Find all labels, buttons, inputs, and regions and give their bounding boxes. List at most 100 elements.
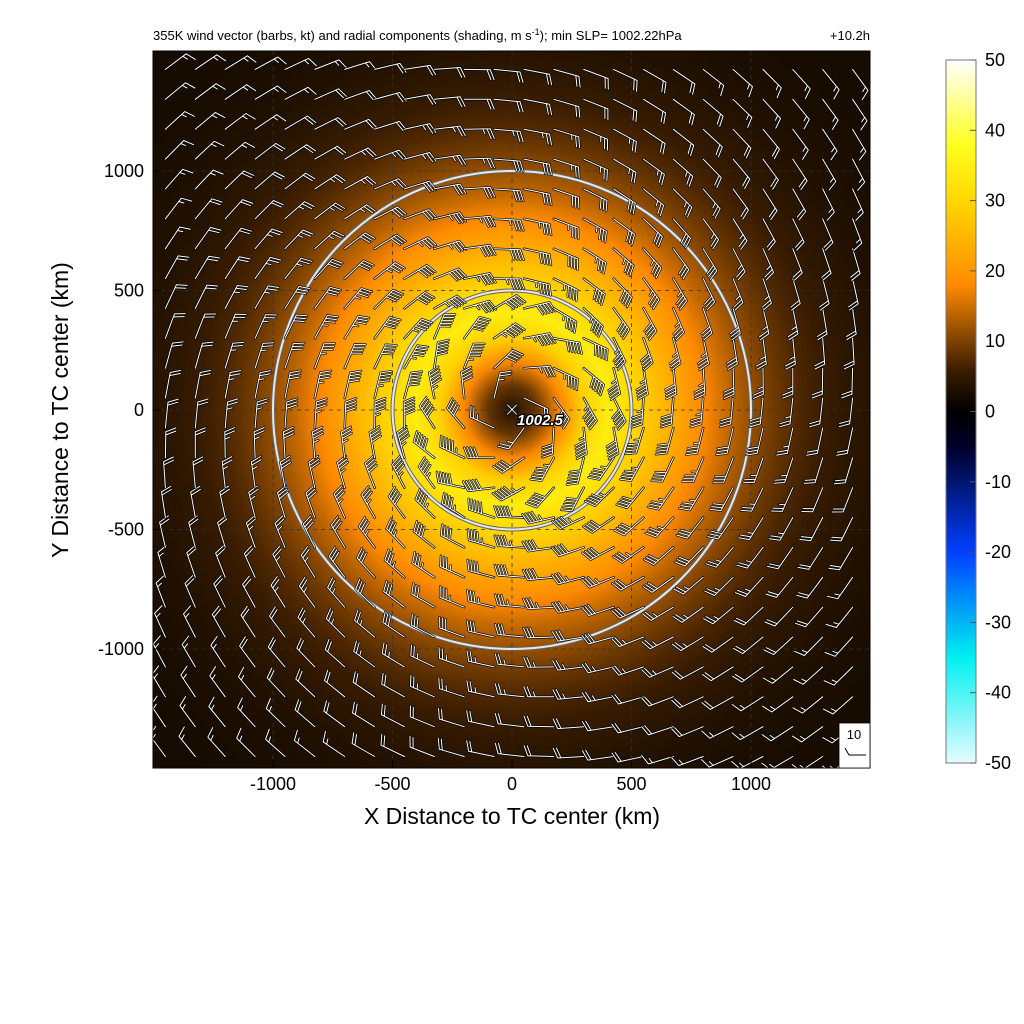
y-axis-ticks: -1000 -500 0 500 1000 — [98, 161, 161, 659]
wind-barb — [324, 669, 346, 698]
wind-barb — [793, 666, 824, 685]
wind-barb — [792, 188, 807, 221]
wind-barb — [403, 209, 437, 221]
wind-barb — [672, 278, 688, 310]
wind-barb — [584, 487, 615, 507]
wind-barb — [553, 307, 577, 333]
wind-barb — [374, 234, 406, 250]
wind-barb — [583, 367, 605, 396]
wind-barb — [237, 697, 256, 728]
wind-barb — [553, 337, 583, 354]
wind-barb — [164, 82, 196, 100]
wind-barb — [613, 128, 637, 153]
wind-barb — [298, 576, 316, 608]
wind-barb — [463, 343, 485, 369]
wind-barb — [254, 398, 268, 429]
wind-barb — [712, 457, 734, 483]
wind-barb — [701, 726, 734, 739]
wind-barb — [731, 726, 764, 741]
wind-barb — [763, 636, 794, 656]
wind-barb — [254, 285, 280, 309]
wind-barb — [740, 487, 764, 512]
wind-barb — [822, 188, 835, 221]
wind-barb — [723, 367, 735, 400]
wind-barb — [181, 635, 196, 668]
wind-barb — [308, 455, 320, 489]
wind-barb — [164, 140, 195, 160]
wind-barb — [792, 128, 809, 160]
wind-barb — [797, 546, 824, 570]
wind-barb — [213, 575, 226, 608]
wind-barb — [792, 68, 811, 99]
x-tick-label: -500 — [374, 774, 410, 794]
wind-barb — [494, 683, 525, 698]
wind-barb — [413, 430, 435, 459]
wind-barb — [732, 666, 764, 683]
wind-barb — [762, 158, 779, 190]
wind-barb — [732, 68, 753, 98]
colorbar-tick-label: 40 — [985, 120, 1005, 140]
wind-barb — [779, 397, 794, 428]
wind-barb — [732, 128, 752, 159]
wind-barb — [284, 201, 315, 220]
wind-barb — [438, 677, 465, 698]
wind-barb — [493, 457, 525, 473]
wind-barb — [428, 366, 442, 399]
wind-barb — [613, 98, 638, 123]
wind-barb — [611, 752, 644, 763]
wind-barb — [612, 546, 644, 563]
wind-barb — [240, 605, 256, 638]
wind-barb — [314, 286, 341, 309]
wind-barb — [611, 723, 644, 734]
wind-barb — [611, 636, 644, 648]
wind-barb — [613, 248, 634, 277]
wind-barb — [211, 605, 226, 638]
wind-barb — [297, 607, 316, 638]
wind-barb — [525, 487, 555, 508]
wind-barb — [553, 248, 579, 271]
wind-barb — [254, 171, 285, 190]
wind-barb — [703, 606, 734, 625]
wind-barb — [374, 289, 404, 309]
wind-barb — [322, 730, 346, 757]
wind-barb — [614, 517, 644, 536]
wind-barb — [238, 666, 256, 698]
wind-barb — [314, 59, 347, 70]
wind-barb — [523, 218, 552, 236]
center-pressure-label: 1002.5 — [517, 412, 564, 429]
wind-barb — [355, 578, 376, 608]
wind-barb — [672, 606, 704, 623]
wind-barb — [295, 668, 316, 698]
wind-barb — [284, 257, 312, 280]
wind-barb — [553, 128, 581, 148]
wind-barb — [314, 258, 343, 280]
range-ring — [272, 170, 752, 650]
wind-barb — [702, 68, 725, 97]
wind-barb — [266, 667, 286, 698]
wind-barb — [161, 485, 172, 518]
wind-barb — [583, 278, 605, 306]
wind-barb — [494, 653, 525, 668]
wind-barb — [254, 85, 287, 100]
wind-barb — [674, 546, 704, 567]
wind-barb — [729, 307, 741, 341]
wind-barb — [463, 215, 496, 227]
y-axis-label: Y Distance to TC center (km) — [47, 262, 73, 558]
x-axis-ticks: -1000 -500 0 500 1000 — [250, 760, 771, 794]
wind-barb — [672, 218, 691, 249]
wind-barb — [734, 576, 764, 597]
wind-barb — [439, 586, 465, 608]
wind-barb — [553, 218, 579, 240]
wind-barb — [254, 256, 282, 280]
wind-barb — [314, 174, 346, 190]
wind-barb — [352, 701, 376, 728]
wind-barb — [163, 456, 174, 489]
wind-barb — [826, 576, 854, 600]
wind-barb — [523, 188, 552, 206]
wind-barb — [583, 218, 607, 243]
wind-barb — [583, 397, 597, 430]
wind-barb — [736, 546, 764, 569]
wind-barb — [551, 516, 585, 530]
wind-barb — [194, 398, 209, 429]
